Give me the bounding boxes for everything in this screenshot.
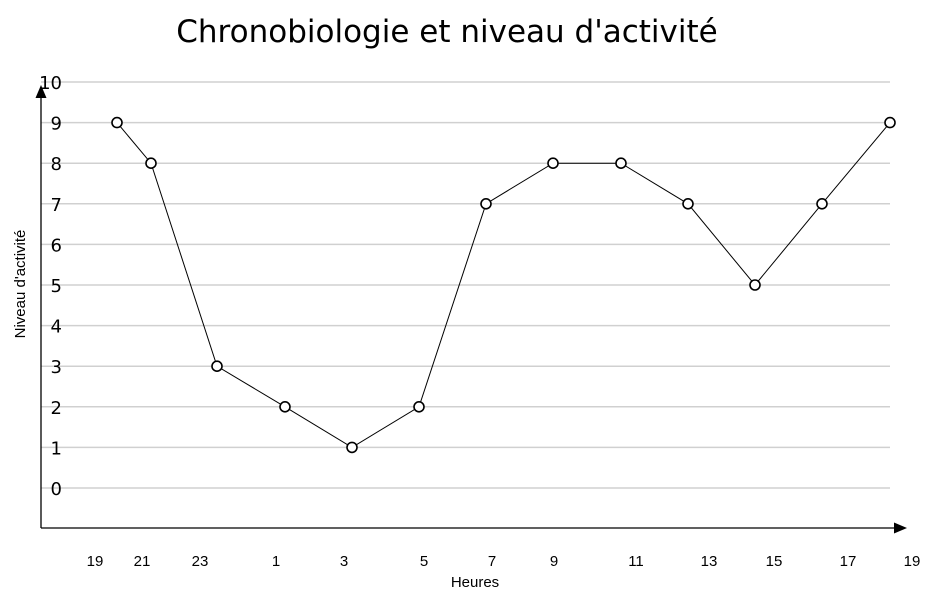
data-point [884,116,896,129]
data-point [615,157,627,169]
y-tick-label: 9 [51,114,62,135]
x-tick-label: 19 [904,553,921,570]
data-point [111,116,123,129]
y-tick-label: 0 [51,479,62,500]
x-axis-arrow [894,522,907,534]
x-tick-label: 23 [192,553,209,570]
data-point [279,400,291,413]
grid-lines [41,81,890,489]
y-tick-label: 1 [51,438,62,459]
data-points [111,116,896,454]
y-tick-labels: 0 1 2 3 4 5 6 7 8 9 10 [39,73,62,500]
x-tick-label: 3 [340,553,348,570]
x-tick-label: 19 [87,553,104,570]
x-tick-label: 9 [550,553,558,570]
y-tick-label: 8 [51,154,62,175]
data-point [816,198,828,210]
y-tick-label: 10 [39,73,62,94]
y-tick-label: 3 [51,357,62,378]
x-tick-label: 13 [701,553,718,570]
y-tick-label: 4 [51,317,62,338]
x-tick-label: 15 [766,553,783,570]
y-tick-label: 5 [51,276,62,297]
x-tick-label: 1 [272,553,280,570]
data-point [211,360,223,373]
x-tick-labels: 19 21 23 1 3 5 7 9 11 13 15 17 19 [87,553,921,570]
data-point [346,441,358,454]
data-point [145,157,157,169]
data-point [480,198,492,210]
y-tick-label: 6 [51,235,62,256]
y-axis-label: Niveau d'activité [12,230,29,339]
data-point [749,279,761,291]
chart-title: Chronobiologie et niveau d'activité [176,14,717,50]
x-tick-label: 7 [488,553,496,570]
x-tick-label: 5 [420,553,428,570]
x-tick-label: 17 [840,553,857,570]
x-axis-label: Heures [451,574,499,591]
data-point [682,198,694,210]
x-tick-label: 21 [134,553,151,570]
data-point [413,400,425,413]
y-axis-arrow [35,85,47,98]
y-tick-label: 2 [51,398,62,419]
x-tick-label: 11 [628,553,644,570]
data-point [547,157,559,169]
y-tick-label: 7 [51,195,62,216]
